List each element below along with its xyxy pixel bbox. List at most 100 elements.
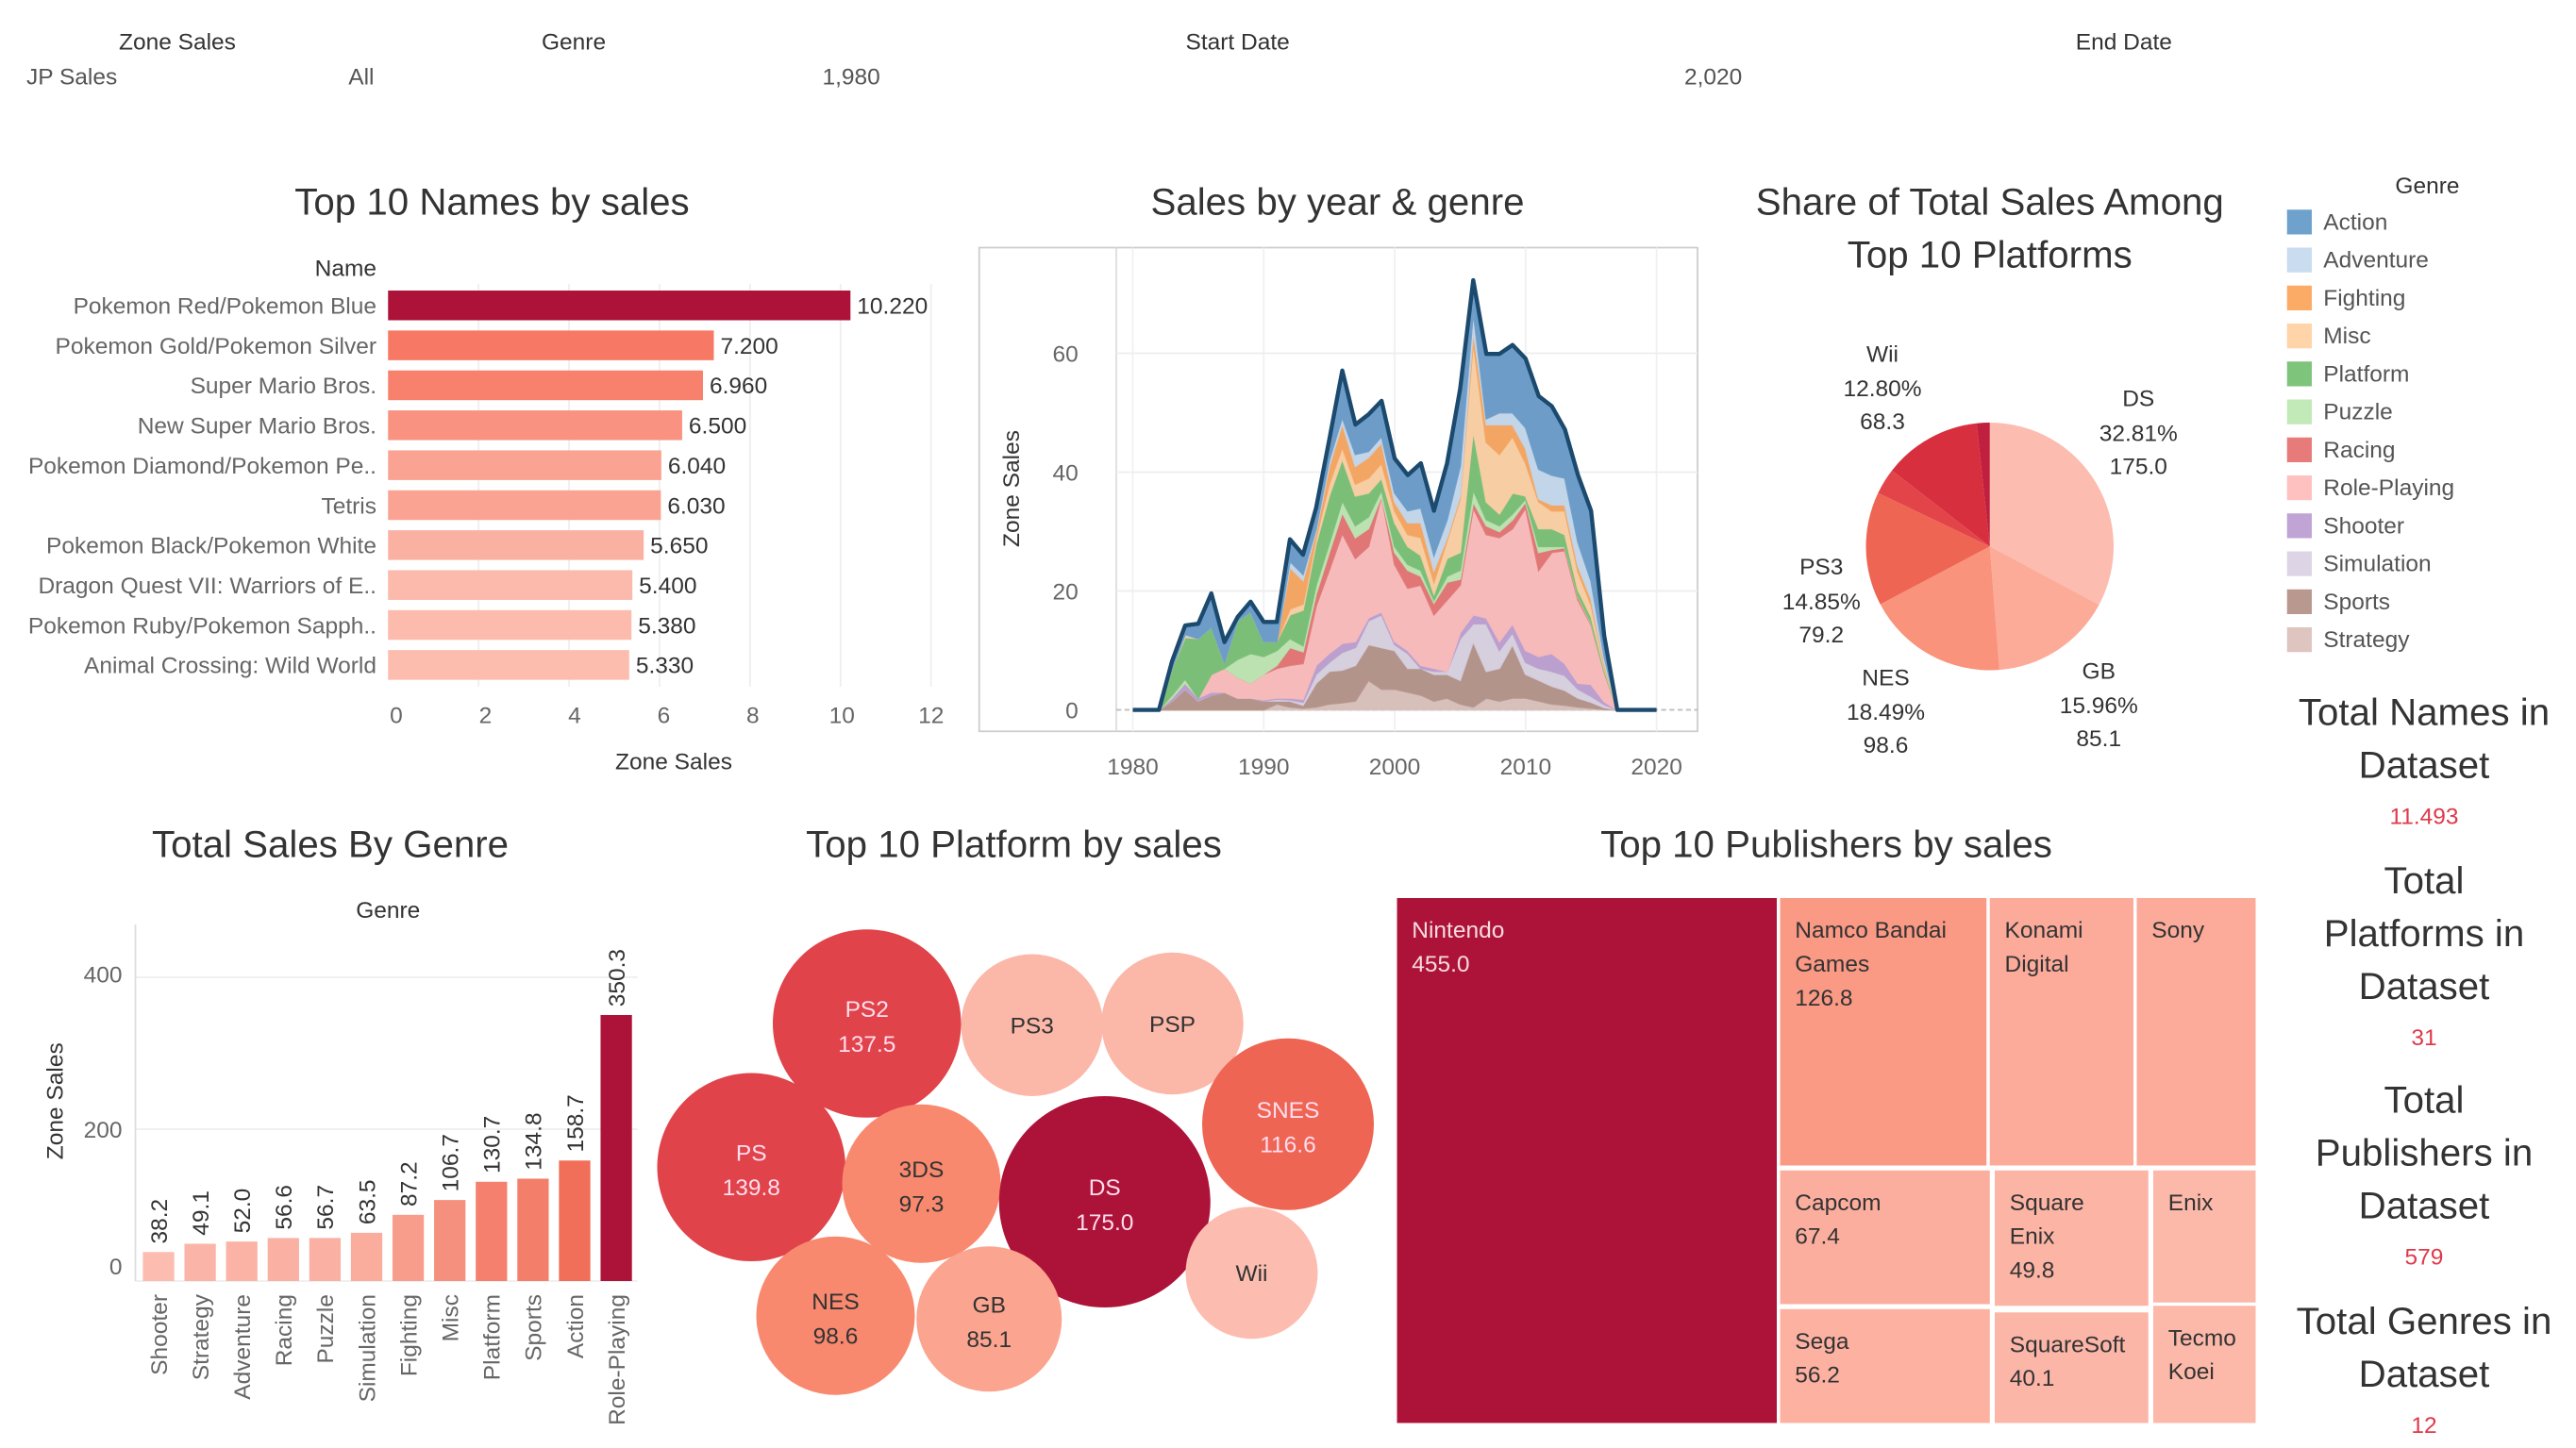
- bar[interactable]: [388, 410, 682, 441]
- bar-value-label: 5.380: [638, 613, 695, 639]
- legend-label: Fighting: [2323, 284, 2406, 310]
- treemap-cell-nintendo[interactable]: [1397, 898, 1778, 1423]
- bar[interactable]: [559, 1160, 591, 1281]
- bar[interactable]: [434, 1200, 466, 1281]
- bubble-psp[interactable]: [1101, 952, 1244, 1095]
- bubble-gb[interactable]: [916, 1246, 1062, 1392]
- y-axis-label: Zone Sales: [999, 430, 1025, 547]
- bubble-ps3[interactable]: [961, 954, 1104, 1097]
- treemap-label: Namco Bandai: [1795, 918, 1947, 943]
- legend-item-platform[interactable]: Platform: [2286, 357, 2409, 390]
- pie-slice[interactable]: [1976, 423, 1990, 547]
- legend-item-sports[interactable]: Sports: [2286, 585, 2390, 618]
- bar[interactable]: [388, 330, 714, 360]
- filter-zone-sales-value[interactable]: JP Sales: [26, 62, 118, 90]
- bar-value-label: 10.220: [857, 294, 928, 320]
- pie-slice-wii[interactable]: [1892, 423, 1990, 547]
- bar[interactable]: [350, 1232, 383, 1281]
- treemap-value: 49.8: [2010, 1258, 2055, 1284]
- kpi-genres-title-line2: Dataset: [2358, 1352, 2490, 1395]
- treemap-label: Nintendo: [1412, 918, 1504, 943]
- pie-label-name: NES: [1862, 665, 1909, 691]
- treemap-label: Enix: [2168, 1190, 2214, 1216]
- bubble-snes[interactable]: [1202, 1038, 1374, 1210]
- legend-item-action[interactable]: Action: [2286, 205, 2387, 238]
- treemap-cell-capcom[interactable]: [1780, 1170, 1990, 1305]
- x-tick-label: 0: [390, 704, 403, 729]
- legend-item-shooter[interactable]: Shooter: [2286, 508, 2404, 541]
- treemap-cell-enix[interactable]: [2153, 1170, 2256, 1303]
- bar[interactable]: [388, 490, 661, 521]
- bar-category-label: New Super Mario Bros.: [138, 414, 376, 440]
- category-header: Name: [315, 256, 376, 281]
- legend-item-puzzle[interactable]: Puzzle: [2286, 394, 2393, 427]
- bubble-label: PSP: [1149, 1012, 1196, 1038]
- legend-item-misc[interactable]: Misc: [2286, 319, 2371, 352]
- bubble-wii[interactable]: [1185, 1207, 1318, 1340]
- bar[interactable]: [388, 370, 703, 401]
- bar[interactable]: [226, 1241, 258, 1281]
- bar[interactable]: [388, 570, 633, 600]
- bar[interactable]: [388, 650, 629, 680]
- bar[interactable]: [600, 1015, 632, 1281]
- treemap-cell-sega[interactable]: [1780, 1308, 1990, 1423]
- legend-swatch: [2286, 588, 2312, 614]
- treemap-cell-tecmo-koei[interactable]: [2153, 1306, 2256, 1423]
- bubble-ps[interactable]: [657, 1073, 846, 1262]
- bubble-ps2[interactable]: [773, 929, 962, 1118]
- x-category-label: Misc: [438, 1294, 463, 1341]
- kpi-platforms-title-line2: Platforms in: [2323, 911, 2525, 955]
- legend-label: Simulation: [2323, 549, 2432, 576]
- legend-item-role-playing[interactable]: Role-Playing: [2286, 471, 2454, 504]
- legend-swatch: [2286, 512, 2312, 538]
- legend-item-racing[interactable]: Racing: [2286, 433, 2396, 466]
- kpi-names-title-line1: Total Names in: [2298, 690, 2551, 734]
- bar[interactable]: [267, 1238, 299, 1281]
- pie-slice-nes[interactable]: [1880, 546, 1999, 671]
- kpi-genres-title-line1: Total Genres in: [2296, 1299, 2552, 1342]
- bar[interactable]: [388, 450, 661, 480]
- x-tick-label: 2020: [1631, 755, 1682, 780]
- bubble-nes[interactable]: [756, 1236, 915, 1395]
- kpi-publishers-value: 579: [2404, 1242, 2444, 1270]
- legend-item-simulation[interactable]: Simulation: [2286, 546, 2432, 579]
- bar[interactable]: [388, 609, 632, 641]
- treemap-cell-konami-digital[interactable]: [1989, 898, 2133, 1166]
- bar[interactable]: [388, 291, 851, 321]
- legend-label: Adventure: [2323, 245, 2429, 273]
- treemap-cell-namco-bandai-games[interactable]: [1780, 898, 1987, 1166]
- treemap-label: Konami: [2005, 918, 2083, 943]
- filter-genre-value[interactable]: All: [348, 62, 375, 90]
- pie-slice[interactable]: [1878, 470, 1990, 547]
- bubble-ds[interactable]: [998, 1096, 1211, 1307]
- filter-start-date-value[interactable]: 1,980: [822, 62, 880, 90]
- legend-label: Puzzle: [2323, 397, 2393, 424]
- pie-slice-ds[interactable]: [1989, 423, 2114, 606]
- bar[interactable]: [392, 1214, 425, 1281]
- treemap-cell-square-enix[interactable]: [1995, 1170, 2149, 1307]
- treemap-cell-squaresoft[interactable]: [1995, 1312, 2149, 1423]
- pie-slice-ps3[interactable]: [1865, 492, 1990, 605]
- kpi-names-title-line2: Dataset: [2358, 742, 2490, 787]
- legend-swatch: [2286, 323, 2312, 348]
- treemap-cell-sony[interactable]: [2136, 898, 2256, 1166]
- bar[interactable]: [476, 1181, 508, 1281]
- y-tick-label: 0: [109, 1255, 123, 1280]
- filter-end-date-value[interactable]: 2,020: [1684, 62, 1743, 90]
- legend-item-fighting[interactable]: Fighting: [2286, 281, 2406, 314]
- bar[interactable]: [517, 1178, 549, 1281]
- bar[interactable]: [142, 1252, 175, 1281]
- bar[interactable]: [388, 530, 644, 560]
- treemap-label: Capcom: [1795, 1190, 1881, 1216]
- x-category-label: Adventure: [230, 1294, 256, 1400]
- bar[interactable]: [184, 1243, 216, 1281]
- y-tick-label: 200: [84, 1118, 123, 1143]
- y-tick-label: 0: [1065, 698, 1079, 724]
- bar[interactable]: [309, 1238, 342, 1281]
- x-category-label: Shooter: [147, 1294, 173, 1375]
- bubble-3ds[interactable]: [842, 1104, 1001, 1263]
- x-tick-label: 4: [568, 704, 581, 729]
- legend-item-strategy[interactable]: Strategy: [2286, 623, 2409, 656]
- legend-item-adventure[interactable]: Adventure: [2286, 242, 2429, 275]
- pie-slice-gb[interactable]: [1989, 546, 2099, 671]
